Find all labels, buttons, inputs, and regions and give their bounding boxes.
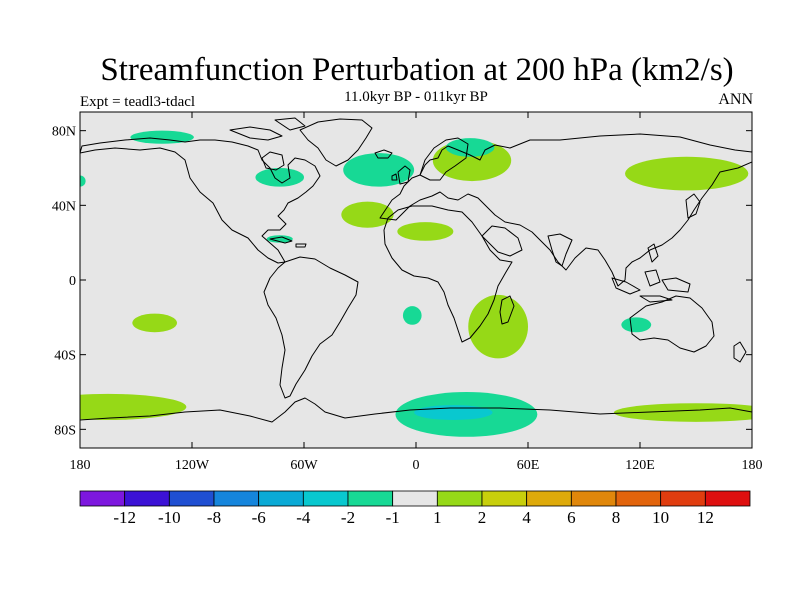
coast-south-america <box>263 256 359 399</box>
colorbar-swatch <box>258 490 304 507</box>
anomaly-caribbean-neg <box>266 235 293 243</box>
anomaly-layer <box>80 130 752 437</box>
colorbar-swatch <box>213 490 260 507</box>
colorbar-swatch <box>704 490 751 507</box>
anomaly-s-pacific-pos <box>132 313 178 333</box>
anomaly-madagascar-pos <box>468 294 528 359</box>
colorbar-swatch <box>526 490 572 507</box>
colorbar-label: 8 <box>612 508 621 527</box>
coast-india <box>547 233 573 267</box>
anomaly-atlantic-pos-1 <box>341 201 394 228</box>
lon-tick-label: 0 <box>413 458 420 473</box>
coastlines <box>80 117 752 423</box>
anomaly-antarctic-neg-inner <box>414 405 493 420</box>
coast-japan <box>685 193 701 219</box>
anomaly-southern-ocean-pos <box>613 403 752 422</box>
coast-eurasia <box>379 133 752 287</box>
colorbar-label: -10 <box>158 508 181 527</box>
lon-tick-label: 180 <box>742 458 763 473</box>
lon-tick-label: 180 <box>70 458 91 473</box>
colorbar-label: -1 <box>386 508 400 527</box>
coast-british-isles <box>391 165 411 185</box>
coast-philippines <box>647 243 659 263</box>
anomaly-arctic-neg <box>445 138 495 157</box>
coast-africa <box>383 205 513 343</box>
colorbar-label: -8 <box>207 508 221 527</box>
coast-scandinavia <box>419 137 469 181</box>
lon-tick-label: 60W <box>290 458 318 473</box>
colorbar-swatch <box>660 490 706 507</box>
coast-iceland <box>374 149 393 159</box>
lon-tick-label: 60E <box>517 458 540 473</box>
colorbar-swatch <box>615 490 662 507</box>
colorbar-swatch <box>79 490 126 507</box>
colorbar-swatch <box>481 490 528 507</box>
longitude-axis: 180 120W 60W 0 60E 120E 180 <box>70 112 763 473</box>
lat-tick-label: 0 <box>69 274 76 289</box>
plot-subtitle: 11.0kyr BP - 011kyr BP <box>344 89 488 105</box>
coast-north-america <box>80 137 321 264</box>
colorbar-swatch <box>124 490 170 507</box>
anomaly-n-america-neg <box>255 168 304 187</box>
anomaly-s-pacific-pos-2 <box>80 393 187 420</box>
anomaly-s-atlantic-neg <box>402 306 422 325</box>
colorbar-label: 2 <box>478 508 487 527</box>
latitude-axis: 80N 40N 0 40S 80S <box>52 125 752 438</box>
colorbar-swatch <box>570 490 617 507</box>
lat-tick-label: 40N <box>52 199 76 214</box>
anomaly-australia-neg <box>621 317 652 333</box>
season-label: ANN <box>718 91 753 108</box>
coast-arabia <box>481 225 523 257</box>
lat-tick-label: 40S <box>54 349 76 364</box>
anomaly-n-africa-pos <box>397 222 454 241</box>
lon-tick-label: 120E <box>625 458 655 473</box>
coast-indonesia <box>611 269 691 303</box>
anomaly-nw-pacific-neg <box>80 175 86 187</box>
colorbar-label: 1 <box>433 508 442 527</box>
colorbar-label: -12 <box>113 508 136 527</box>
coast-caribbean <box>269 236 307 248</box>
colorbar-label: -4 <box>296 508 311 527</box>
colorbar-swatch <box>347 490 394 507</box>
colorbar: -12 -10 -8 -6 -4 -2 -1 1 2 4 6 8 10 12 <box>79 490 751 527</box>
coast-hudson-bay <box>261 151 285 171</box>
colorbar-swatch <box>436 490 483 507</box>
colorbar-swatch <box>302 490 349 507</box>
coast-madagascar <box>499 295 515 325</box>
lat-tick-label: 80N <box>52 125 76 140</box>
colorbar-label: 12 <box>697 508 714 527</box>
experiment-label: Expt = teadl3-tdacl <box>80 94 196 110</box>
lon-tick-label: 120W <box>175 458 210 473</box>
coast-australia <box>629 295 715 353</box>
coast-new-zealand <box>733 341 747 363</box>
coast-greenland <box>299 118 373 167</box>
anomaly-siberia-pos <box>625 156 749 191</box>
plot-title: Streamfunction Perturbation at 200 hPa (… <box>100 52 734 88</box>
colorbar-label: 10 <box>652 508 669 527</box>
colorbar-swatch <box>168 490 215 507</box>
lat-tick-label: 80S <box>54 423 76 438</box>
anomaly-n-pacific-neg-small <box>130 130 194 144</box>
colorbar-swatch <box>392 490 438 507</box>
colorbar-label: -2 <box>341 508 355 527</box>
coast-arctic-islands <box>229 117 306 141</box>
colorbar-label: 4 <box>522 508 531 527</box>
colorbar-label: 6 <box>567 508 576 527</box>
coast-antarctica <box>80 397 752 423</box>
colorbar-label: -6 <box>252 508 266 527</box>
